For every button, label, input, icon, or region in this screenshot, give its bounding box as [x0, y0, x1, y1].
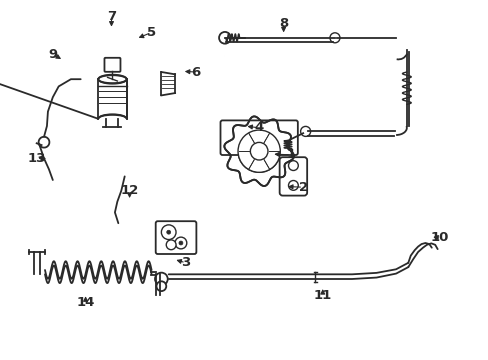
Text: 11: 11: [313, 289, 331, 302]
Text: 3: 3: [181, 256, 190, 269]
Circle shape: [175, 237, 186, 249]
FancyBboxPatch shape: [104, 58, 120, 72]
Text: 10: 10: [430, 231, 448, 244]
Text: 6: 6: [191, 66, 200, 78]
Text: 13: 13: [27, 152, 46, 165]
Circle shape: [238, 130, 280, 172]
Circle shape: [250, 143, 267, 160]
FancyBboxPatch shape: [279, 157, 306, 195]
Text: 12: 12: [120, 184, 139, 197]
Text: 4: 4: [254, 121, 263, 134]
Circle shape: [155, 273, 167, 285]
Text: 7: 7: [107, 10, 116, 23]
Text: 8: 8: [279, 17, 287, 30]
Circle shape: [179, 241, 183, 245]
FancyBboxPatch shape: [220, 120, 297, 155]
Text: 5: 5: [147, 26, 156, 39]
Circle shape: [156, 281, 166, 291]
Circle shape: [166, 230, 170, 234]
FancyBboxPatch shape: [155, 221, 196, 254]
Circle shape: [300, 126, 310, 136]
Text: 1: 1: [286, 148, 295, 161]
Circle shape: [161, 225, 176, 239]
Circle shape: [329, 33, 339, 43]
Circle shape: [288, 161, 298, 171]
Circle shape: [219, 32, 230, 44]
Circle shape: [238, 130, 280, 172]
Circle shape: [288, 180, 298, 190]
Text: 14: 14: [76, 296, 95, 309]
Text: 2: 2: [298, 181, 307, 194]
Circle shape: [250, 143, 267, 160]
Text: 9: 9: [48, 48, 57, 60]
Circle shape: [166, 240, 176, 250]
